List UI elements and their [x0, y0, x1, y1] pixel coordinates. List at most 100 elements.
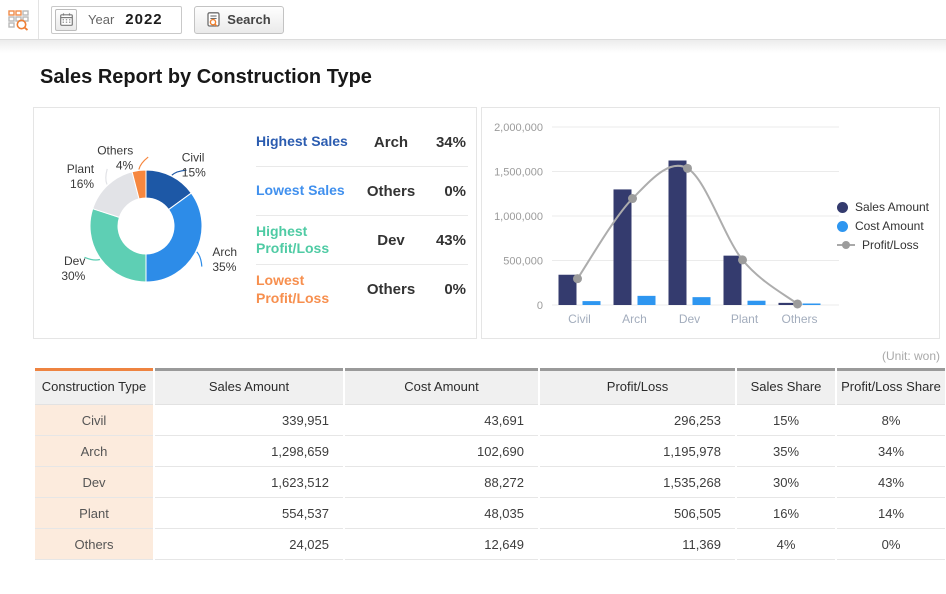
cost-bar-arch[interactable] — [637, 295, 656, 305]
y-axis-tick-label: 0 — [537, 300, 543, 312]
y-axis-tick-label: 2,000,000 — [494, 122, 543, 134]
cell-cost: 48,035 — [345, 498, 538, 529]
cell-sales: 1,623,512 — [155, 467, 343, 498]
legend-item-profit[interactable]: Profit/Loss — [836, 238, 929, 252]
cost-bar-civil[interactable] — [582, 301, 601, 305]
legend-label: Sales Amount — [854, 200, 929, 214]
sales-bar-dev[interactable] — [668, 160, 687, 305]
bar-line-card: 0 500,000 1,000,000 1,500,000 2,000,000 Civil… — [481, 107, 940, 339]
toolbar: Year 2022 Search — [0, 0, 946, 40]
sales-bar-plant[interactable] — [723, 255, 742, 305]
table-header-row: Construction Type Sales Amount Cost Amou… — [35, 368, 945, 405]
year-field[interactable]: Year 2022 — [51, 5, 183, 34]
bar-line-chart[interactable]: 0 500,000 1,000,000 1,500,000 2,000,000 Civil… — [482, 108, 939, 340]
cell-type: Plant — [35, 498, 153, 529]
year-input[interactable]: 2022 — [125, 11, 163, 28]
profit-line-marker-civil[interactable] — [573, 274, 582, 284]
donut-chart[interactable]: Civil 15% Arch 35% Dev 30% Plant 16%Others 4% — [34, 108, 259, 340]
table-row: Plant 554,537 48,035 506,505 16% 14% — [35, 498, 945, 529]
col-header-profit-share: Profit/Loss Share — [837, 368, 945, 405]
chart-legend: Sales Amount Cost Amount Profit/Loss — [836, 200, 929, 252]
col-header-sales-share: Sales Share — [737, 368, 835, 405]
cell-profit-share: 43% — [837, 467, 945, 498]
cell-type: Others — [35, 529, 153, 560]
profit-legend-line-icon — [836, 241, 855, 249]
chart-cards: Civil 15% Arch 35% Dev 30% Plant 16% Others 4% Hi… — [33, 107, 946, 339]
cell-cost: 43,691 — [345, 405, 538, 436]
profit-line-marker-arch[interactable] — [628, 194, 637, 204]
summary-label: Lowest Sales — [256, 182, 345, 199]
donut-label: Arch 35% — [212, 245, 237, 274]
table-row: Arch 1,298,659 102,690 1,195,978 35% 34% — [35, 436, 945, 467]
col-header-type: Construction Type — [35, 368, 153, 405]
summary-row-lowest-profit: Lowest Profit/Loss Others 0% — [256, 265, 468, 314]
cell-sales: 554,537 — [155, 498, 343, 529]
legend-label: Cost Amount — [854, 219, 924, 233]
legend-label: Profit/Loss — [861, 238, 919, 252]
cell-profit-share: 14% — [837, 498, 945, 529]
cell-profit: 1,195,978 — [540, 436, 735, 467]
donut-slice-plant[interactable] — [92, 171, 140, 218]
donut-label: Civil 15% — [182, 151, 206, 180]
cell-sales-share: 15% — [737, 405, 835, 436]
x-axis-category-label: Dev — [679, 312, 700, 326]
cell-type: Civil — [35, 405, 153, 436]
table-row: Dev 1,623,512 88,272 1,535,268 30% 43% — [35, 467, 945, 498]
summary-row-highest-profit: Highest Profit/Loss Dev 43% — [256, 216, 468, 265]
cost-legend-dot-icon — [836, 220, 848, 232]
donut-summary-card: Civil 15% Arch 35% Dev 30% Plant 16% Others 4% Hi… — [33, 107, 477, 339]
summary-category: Dev — [377, 231, 405, 249]
cell-sales-share: 35% — [737, 436, 835, 467]
sales-legend-dot-icon — [836, 201, 848, 213]
cell-cost: 12,649 — [345, 529, 538, 560]
sales-bar-arch[interactable] — [613, 189, 632, 305]
sales-bar-civil[interactable] — [558, 274, 577, 305]
profit-line-marker-plant[interactable] — [738, 255, 747, 265]
donut-slice-arch[interactable] — [145, 192, 203, 283]
cost-bar-others[interactable] — [802, 303, 821, 306]
sales-report-table: Construction Type Sales Amount Cost Amou… — [33, 368, 946, 560]
donut-slice-dev[interactable] — [89, 208, 147, 283]
donut-label: Plant 16% — [67, 162, 95, 191]
legend-item-sales[interactable]: Sales Amount — [836, 200, 929, 214]
donut-label: Dev 30% — [61, 254, 85, 283]
summary-panel: Highest Sales Arch 34% Lowest Sales Othe… — [256, 118, 468, 314]
search-button[interactable]: Search — [194, 5, 284, 34]
legend-item-cost[interactable]: Cost Amount — [836, 219, 929, 233]
sales-bar-others[interactable] — [778, 302, 797, 305]
report-search-app-icon[interactable] — [0, 9, 38, 31]
col-header-profit: Profit/Loss — [540, 368, 735, 405]
y-axis-tick-label: 1,500,000 — [494, 167, 543, 179]
cell-sales-share: 4% — [737, 529, 835, 560]
x-axis-category-label: Others — [781, 312, 817, 326]
summary-value: 0% — [444, 182, 466, 200]
summary-value: 0% — [444, 281, 466, 298]
summary-label: Lowest Profit/Loss — [256, 272, 330, 306]
cell-cost: 102,690 — [345, 436, 538, 467]
summary-row-highest-sales: Highest Sales Arch 34% — [256, 118, 468, 167]
table-row: Others 24,025 12,649 11,369 4% 0% — [35, 529, 945, 560]
profit-line-marker-others[interactable] — [793, 299, 802, 309]
calendar-icon[interactable] — [55, 8, 77, 31]
y-axis-tick-label: 500,000 — [503, 256, 543, 268]
cell-cost: 88,272 — [345, 467, 538, 498]
summary-label: Highest Profit/Loss — [256, 222, 330, 257]
toolbar-shadow — [0, 40, 946, 53]
grid-magnifier-icon — [8, 9, 29, 31]
cell-profit: 296,253 — [540, 405, 735, 436]
table-row: Civil 339,951 43,691 296,253 15% 8% — [35, 405, 945, 436]
page-title: Sales Report by Construction Type — [40, 66, 372, 88]
cost-bar-plant[interactable] — [747, 300, 766, 305]
col-header-sales: Sales Amount — [155, 368, 343, 405]
x-axis-category-label: Civil — [568, 312, 591, 326]
cost-bar-dev[interactable] — [692, 297, 711, 305]
cell-profit-share: 34% — [837, 436, 945, 467]
year-label: Year — [88, 12, 115, 27]
cell-type: Arch — [35, 436, 153, 467]
donut-slice-others[interactable] — [131, 169, 147, 200]
search-button-label: Search — [227, 12, 271, 27]
toolbar-divider — [38, 0, 39, 39]
x-axis-category-label: Arch — [622, 312, 647, 326]
profit-line-marker-dev[interactable] — [683, 163, 692, 173]
